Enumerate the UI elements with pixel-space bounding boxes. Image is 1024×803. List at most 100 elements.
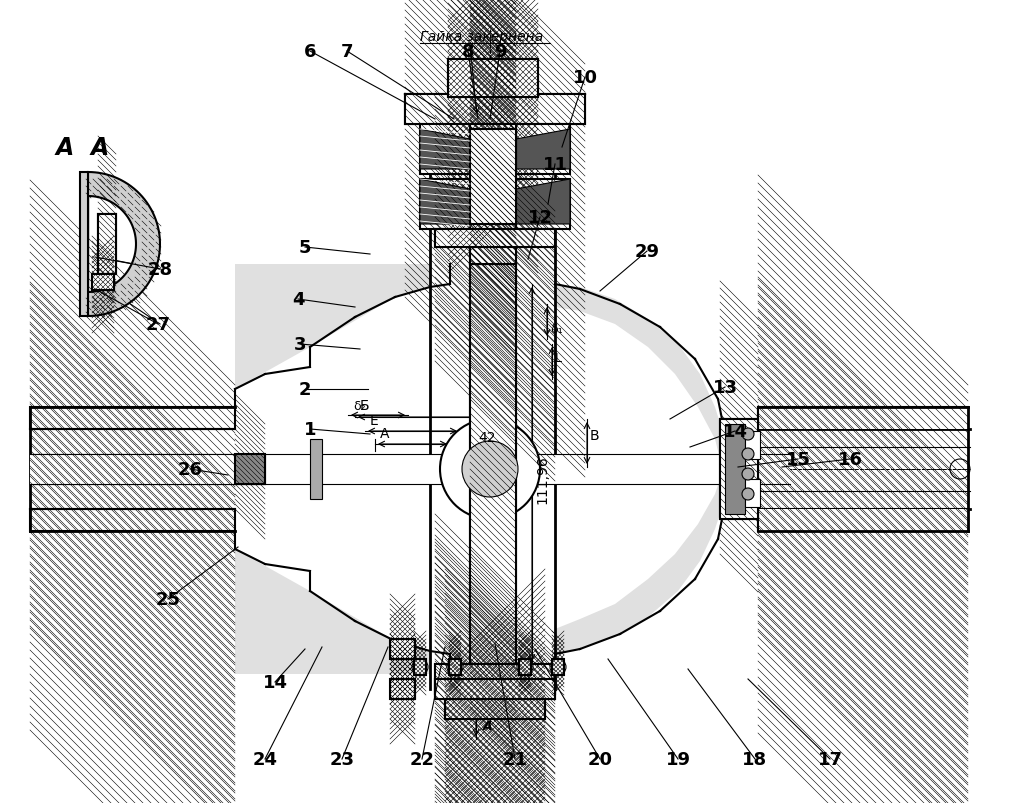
Text: 13: 13 (713, 378, 737, 397)
Text: 16: 16 (838, 450, 862, 468)
Polygon shape (555, 479, 730, 654)
Polygon shape (555, 284, 730, 459)
Circle shape (517, 659, 534, 675)
Bar (406, 95, 585, 124)
Text: 21: 21 (503, 750, 527, 768)
Text: 6: 6 (304, 43, 316, 61)
Bar (430, 265, 550, 694)
Bar (30, 454, 790, 484)
Circle shape (742, 429, 754, 441)
Text: 15: 15 (785, 450, 811, 468)
Text: А: А (380, 426, 389, 441)
Bar (435, 664, 555, 694)
Bar (758, 407, 968, 430)
Text: 5: 5 (299, 238, 311, 257)
Text: 9: 9 (494, 43, 506, 61)
Text: 29: 29 (635, 243, 659, 261)
Text: δ₂: δ₂ (353, 400, 366, 413)
Bar (758, 509, 968, 532)
Text: 27: 27 (145, 316, 171, 333)
Text: 25: 25 (156, 590, 180, 608)
Circle shape (742, 488, 754, 500)
Bar (390, 639, 415, 659)
Bar (720, 419, 758, 520)
Text: L: L (555, 352, 562, 365)
Text: 4: 4 (292, 291, 304, 308)
Bar (445, 694, 545, 719)
Circle shape (742, 468, 754, 480)
Bar (234, 454, 265, 484)
Bar (30, 509, 234, 532)
Bar (745, 431, 760, 459)
Bar (390, 679, 415, 699)
Text: δ₁: δ₁ (550, 323, 562, 336)
Text: 111,96: 111,96 (535, 455, 549, 503)
Polygon shape (516, 180, 570, 225)
Text: А: А (483, 719, 493, 732)
Bar (758, 407, 968, 430)
Text: 19: 19 (666, 750, 690, 768)
Bar (449, 60, 538, 98)
Text: 7: 7 (341, 43, 353, 61)
Bar (92, 275, 114, 291)
Bar (435, 230, 555, 247)
Bar (470, 124, 516, 265)
Circle shape (440, 419, 540, 520)
Circle shape (462, 442, 518, 497)
Text: 24: 24 (253, 750, 278, 768)
Bar (552, 659, 564, 675)
Polygon shape (420, 180, 470, 225)
Bar (420, 124, 570, 175)
Bar (30, 430, 234, 451)
Bar (725, 425, 745, 515)
Polygon shape (234, 549, 450, 675)
Polygon shape (234, 265, 450, 389)
Text: 18: 18 (742, 750, 768, 768)
Bar (470, 265, 516, 664)
Bar (745, 479, 760, 507)
Bar (406, 95, 585, 124)
Bar (470, 130, 516, 225)
Bar (390, 639, 415, 659)
Polygon shape (88, 173, 160, 316)
Text: 11: 11 (543, 156, 567, 173)
Text: 12: 12 (527, 209, 553, 226)
Bar (435, 230, 555, 247)
Text: 23: 23 (330, 750, 354, 768)
Text: 22: 22 (410, 750, 434, 768)
Bar (420, 180, 570, 230)
Bar (449, 659, 461, 675)
Bar (234, 454, 265, 484)
Text: 3: 3 (294, 336, 306, 353)
Text: 20: 20 (588, 750, 612, 768)
Bar (414, 659, 426, 675)
Text: 8: 8 (462, 43, 474, 61)
Bar (435, 664, 555, 694)
Bar (80, 173, 88, 316)
Bar (519, 659, 531, 675)
Circle shape (412, 659, 428, 675)
Bar (390, 679, 415, 699)
Bar (720, 419, 758, 520)
Bar (30, 407, 234, 430)
Text: Гайка закернена: Гайка закернена (420, 30, 544, 44)
Bar (470, 265, 516, 664)
Text: 17: 17 (817, 750, 843, 768)
Polygon shape (420, 130, 470, 169)
Bar (98, 214, 116, 275)
Circle shape (742, 448, 754, 460)
Bar (758, 509, 968, 532)
Text: 1: 1 (304, 421, 316, 438)
Text: Е: Е (370, 414, 379, 427)
Text: 26: 26 (177, 460, 203, 479)
Bar (98, 214, 116, 275)
Bar (92, 275, 114, 291)
Bar (470, 124, 516, 265)
Circle shape (447, 659, 463, 675)
Text: А: А (91, 136, 110, 160)
Text: В: В (590, 429, 600, 442)
Text: 42: 42 (478, 430, 496, 444)
Bar (435, 679, 555, 699)
Text: 10: 10 (572, 69, 597, 87)
Text: 2: 2 (299, 381, 311, 398)
